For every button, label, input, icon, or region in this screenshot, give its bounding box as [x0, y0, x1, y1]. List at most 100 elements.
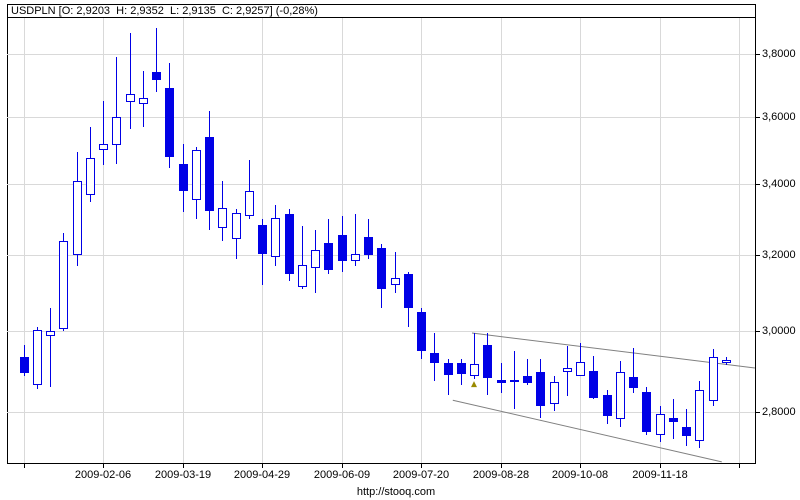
- candle-wick: [103, 101, 104, 165]
- candle-body-down: [258, 225, 267, 254]
- x-axis-tick-label: 2009-04-29: [233, 469, 291, 481]
- candle-body-down: [152, 72, 161, 80]
- candle-wick: [633, 348, 634, 393]
- candle-body-down: [338, 235, 347, 261]
- price-gridline: [7, 117, 755, 118]
- x-axis-tick: [660, 463, 661, 468]
- x-axis-tick: [501, 463, 502, 468]
- candle-body-down: [165, 88, 174, 157]
- candle-wick: [448, 359, 449, 395]
- candle-body-up: [33, 330, 42, 385]
- x-axis-tick: [24, 463, 25, 468]
- candle-body-up: [46, 331, 55, 336]
- price-gridline: [7, 412, 755, 413]
- y-axis-tick-label: 3,6000: [762, 111, 796, 123]
- candle-body-down: [642, 392, 651, 432]
- y-axis-tick-label: 3,4000: [762, 178, 796, 190]
- candle-body-down: [417, 312, 426, 351]
- y-axis-tick: [755, 117, 760, 118]
- date-gridline: [183, 18, 184, 463]
- date-gridline: [580, 18, 581, 463]
- candle-body-down: [404, 274, 413, 308]
- x-axis-tick: [580, 463, 581, 468]
- candle-body-up: [218, 208, 227, 228]
- candle-body-down: [589, 371, 598, 398]
- candle-body-up: [311, 250, 320, 268]
- candle-body-up: [59, 241, 68, 329]
- candle-body-down: [377, 248, 386, 289]
- trendline-wedge-upper: [471, 332, 755, 369]
- candle-body-down: [430, 353, 439, 363]
- y-axis-tick-label: 3,0000: [762, 325, 796, 337]
- candle-body-up: [576, 362, 585, 376]
- candle-body-up: [86, 158, 95, 195]
- candle-body-down: [629, 377, 638, 388]
- candle-body-up: [616, 372, 625, 419]
- y-axis-tick: [755, 331, 760, 332]
- candle-body-up: [351, 254, 360, 261]
- candle-body-up: [271, 218, 280, 257]
- date-gridline: [660, 18, 661, 463]
- y-axis-tick: [755, 54, 760, 55]
- candle-wick: [527, 359, 528, 385]
- y-axis-tick-label: 2,8000: [762, 406, 796, 418]
- candle-body-down: [536, 372, 545, 406]
- candle-body-down: [483, 345, 492, 378]
- candle-body-up: [656, 414, 665, 435]
- candle-body-up: [563, 368, 572, 372]
- x-axis-tick: [262, 463, 263, 468]
- candle-wick: [395, 252, 396, 293]
- candle-wick: [355, 214, 356, 266]
- candle-wick: [474, 333, 475, 379]
- y-axis-tick: [755, 255, 760, 256]
- x-axis-tick-label: 2009-02-06: [74, 469, 132, 481]
- date-gridline: [103, 18, 104, 463]
- candle-wick: [249, 160, 250, 219]
- candle-body-down: [179, 164, 188, 191]
- candle-body-down: [205, 137, 214, 211]
- candle-wick: [116, 57, 117, 164]
- candle-body-up: [192, 150, 201, 200]
- candle-body-down: [324, 243, 333, 270]
- date-gridline: [739, 18, 740, 463]
- candle-body-up: [709, 357, 718, 401]
- candle-body-up: [99, 144, 108, 150]
- candle-body-up: [722, 360, 731, 363]
- x-axis-tick-label: 2009-03-19: [154, 469, 212, 481]
- candle-body-up: [126, 94, 135, 102]
- x-axis-tick: [421, 463, 422, 468]
- candle-body-down: [682, 427, 691, 436]
- candle-body-down: [457, 363, 466, 374]
- candle-body-up: [695, 390, 704, 441]
- x-axis-tick: [342, 463, 343, 468]
- chart-title: USDPLN [O: 2,9203 H: 2,9352 L: 2,9135 C:…: [11, 5, 318, 17]
- candle-wick: [501, 363, 502, 393]
- candle-wick: [156, 28, 157, 92]
- x-axis-tick-label: 2009-07-20: [392, 469, 450, 481]
- candle-body-up: [245, 191, 254, 216]
- candle-body-up: [391, 278, 400, 285]
- event-marker-icon: [471, 381, 477, 388]
- y-axis-tick-label: 3,2000: [762, 249, 796, 261]
- candle-body-up: [73, 181, 82, 255]
- x-axis-tick-label: 2009-10-08: [551, 469, 609, 481]
- date-gridline: [501, 18, 502, 463]
- x-axis-tick: [103, 463, 104, 468]
- x-axis-tick-label: 2009-08-28: [472, 469, 530, 481]
- candle-wick: [580, 343, 581, 376]
- x-axis-tick: [739, 463, 740, 468]
- date-gridline: [24, 18, 25, 463]
- candle-body-up: [550, 382, 559, 404]
- candle-body-up: [470, 364, 479, 376]
- candle-wick: [50, 308, 51, 387]
- y-axis-tick: [755, 184, 760, 185]
- x-axis-tick-label: 2009-11-18: [632, 469, 688, 481]
- stooq-watermark: http://stooq.com: [356, 486, 436, 498]
- candle-body-down: [669, 418, 678, 422]
- candle-body-up: [139, 98, 148, 104]
- candle-body-down: [603, 395, 612, 416]
- x-axis-tick: [183, 463, 184, 468]
- candle-body-down: [523, 376, 532, 383]
- date-gridline: [421, 18, 422, 463]
